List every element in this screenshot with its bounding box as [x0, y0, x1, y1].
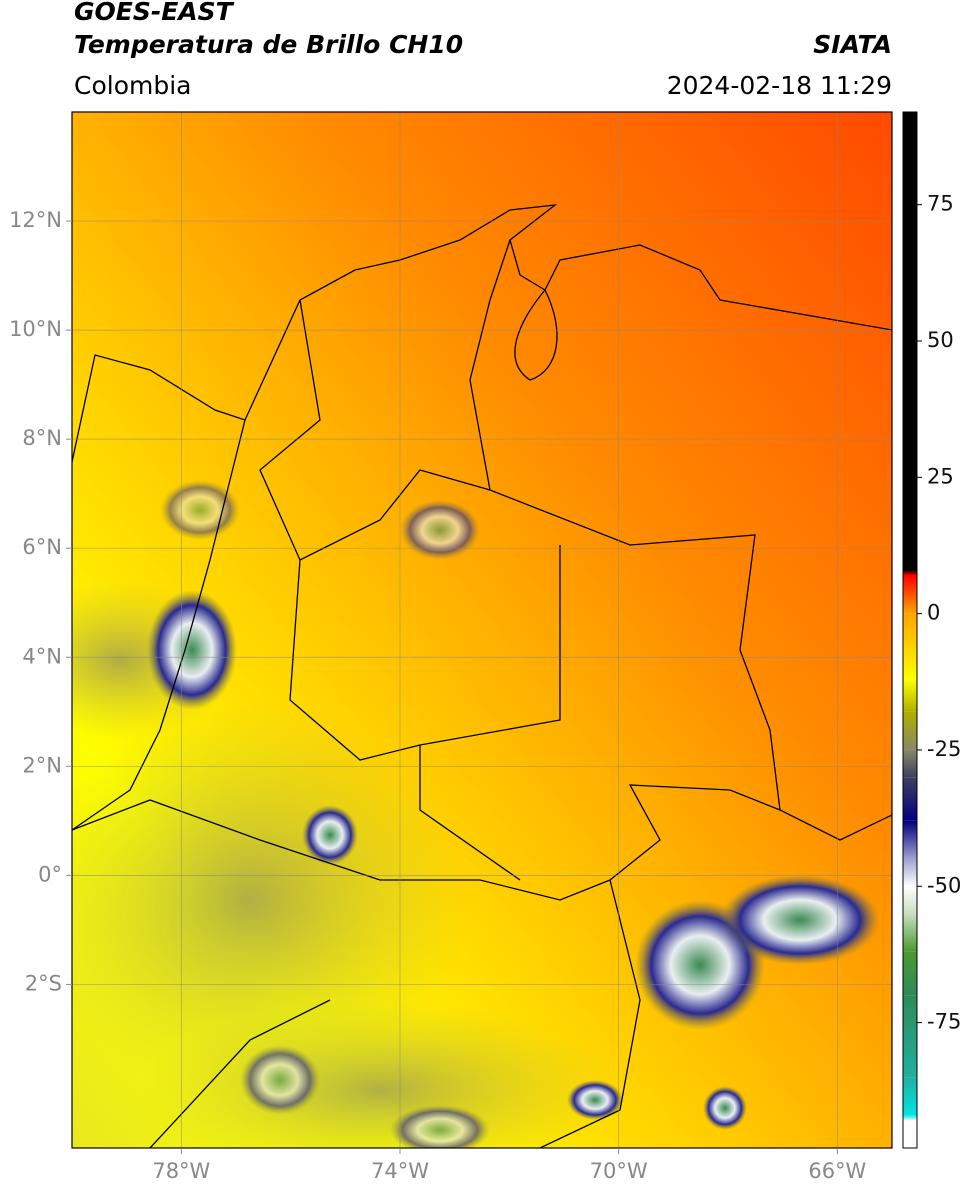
y-tick-label: 8°N [22, 426, 62, 450]
y-tick-label: 2°S [25, 971, 62, 995]
colorbar-tick-label: 0 [927, 601, 940, 625]
colorbar-segment [903, 951, 917, 996]
subtitle: Temperatura de Brillo CH10 [74, 30, 463, 59]
title: GOES-EAST [74, 0, 235, 26]
map-image [72, 112, 892, 1148]
x-tick-label: 70°W [590, 1159, 648, 1183]
colorbar-segment [903, 995, 917, 1078]
y-tick-label: 10°N [9, 317, 62, 341]
colorbar-segment [903, 679, 917, 712]
x-tick-label: 74°W [371, 1159, 429, 1183]
colorbar-segment [903, 711, 917, 750]
x-tick-label: 66°W [808, 1159, 866, 1183]
y-tick-label: 6°N [22, 535, 62, 559]
colorbar-segment [903, 613, 917, 680]
colorbar-tick-label: -50 [927, 873, 961, 897]
y-tick-label: 12°N [9, 208, 62, 232]
colorbar-segment [903, 1077, 917, 1116]
x-tick-label: 78°W [152, 1159, 210, 1183]
colorbar-segment [903, 570, 917, 576]
colorbar-segment [903, 1120, 917, 1148]
colorbar-tick-label: 75 [927, 192, 954, 216]
colorbar-segment [903, 820, 917, 860]
colorbar-segment [903, 1115, 917, 1121]
y-tick-label: 2°N [22, 753, 62, 777]
colorbar-tick-label: 25 [927, 464, 954, 488]
colorbar-segment [903, 749, 917, 778]
colorbar-tick-label: 50 [927, 328, 954, 352]
colorbar-tick-label: -75 [927, 1010, 961, 1034]
source: SIATA [813, 30, 892, 59]
y-tick-label: 0° [38, 862, 62, 886]
y-tick-label: 4°N [22, 644, 62, 668]
colorbar-segment [903, 913, 917, 952]
region: Colombia [74, 71, 191, 100]
colorbar-frame [902, 111, 918, 1149]
map-frame [71, 111, 893, 1149]
colorbar-segment [903, 886, 917, 914]
colorbar-segment [903, 859, 917, 887]
colorbar-segment [903, 777, 917, 821]
colorbar-tick-label: -25 [927, 737, 961, 761]
timestamp: 2024-02-18 11:29 [667, 71, 892, 100]
colorbar-segment [903, 112, 917, 571]
colorbar-segment [903, 575, 917, 614]
